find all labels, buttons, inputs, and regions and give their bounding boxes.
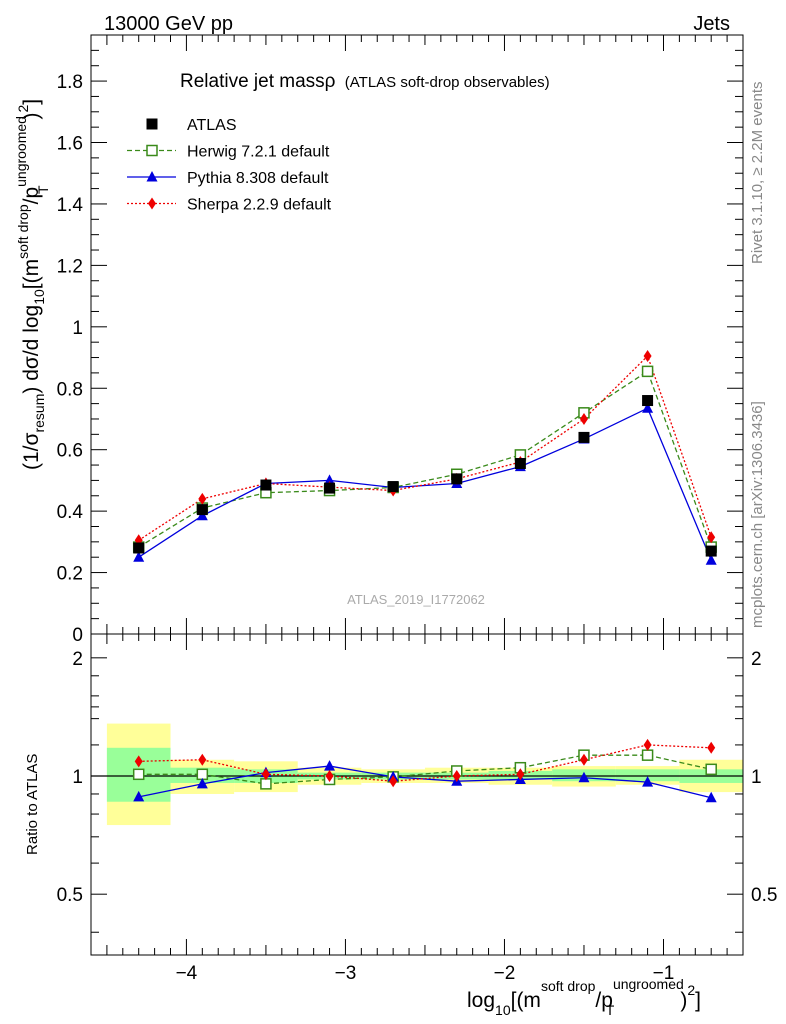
series-line-1	[138, 370, 712, 548]
ratio-point	[452, 770, 461, 783]
ratio-point	[516, 768, 525, 781]
data-point	[198, 492, 207, 505]
legend-marker	[148, 197, 156, 210]
ratio-point	[134, 755, 143, 768]
data-point	[705, 554, 717, 565]
y-tick-label: 0.2	[57, 564, 83, 585]
data-point	[641, 365, 654, 378]
ratio-point	[641, 749, 654, 761]
data-point	[514, 458, 526, 470]
ratio-y-tick-label: 0.5	[57, 885, 83, 906]
ratio-point	[324, 760, 336, 771]
y-tick-label: 0.8	[57, 379, 83, 400]
chart-title: Relative jet massρ (ATLAS soft-drop obse…	[180, 71, 550, 92]
x-tick-label: −3	[335, 963, 357, 984]
ratio-point	[260, 778, 272, 790]
data-point	[579, 412, 588, 425]
data-point	[642, 395, 654, 407]
ratio-y-tick-label-right: 2	[751, 649, 762, 670]
rivet-label: Rivet 3.1.10, ≥ 2.2M events	[749, 82, 766, 265]
data-point	[578, 431, 590, 443]
chart-title-sub: (ATLAS soft-drop observables)	[345, 74, 550, 91]
data-point	[387, 481, 399, 493]
ratio-point	[132, 768, 145, 781]
ratio-panel: 0.5 0.5 1 1 2 2 −4 −3 −2 −1	[57, 633, 777, 984]
legend-label: Sherpa 2.2.9 default	[187, 197, 332, 214]
chart-title-main: Relative jet massρ	[180, 71, 336, 92]
ratio-point	[705, 791, 717, 803]
y-tick-label: 0	[72, 625, 83, 646]
y-tick-label: 1.4	[57, 195, 84, 216]
legend-marker	[146, 171, 158, 182]
x-axis-label: log10[(msoft drop/pungroomed T)2]	[467, 976, 701, 1018]
data-point	[643, 350, 652, 363]
y-tick-label: 1	[72, 318, 83, 339]
data-point	[133, 551, 145, 562]
ratio-y-tick-label: 2	[72, 649, 83, 670]
analysis-watermark: ATLAS_2019_I1772062	[347, 592, 485, 607]
ratio-y-axis-label: Ratio to ATLAS	[24, 754, 41, 855]
y-tick-label: 0.4	[57, 502, 84, 523]
ratio-line-3	[138, 744, 712, 782]
series-line-3	[138, 354, 712, 541]
data-point	[642, 402, 654, 413]
ratio-point	[389, 775, 398, 788]
ratio-frame	[90, 633, 744, 956]
ratio-point	[579, 753, 588, 766]
y-tick-label: 1.2	[57, 256, 83, 277]
mcplots-label: mcplots.cern.ch [arXiv:1306.3436]	[749, 401, 766, 628]
legend-label: Herwig 7.2.1 default	[187, 144, 330, 161]
ratio-point	[578, 771, 590, 783]
data-point	[707, 531, 716, 544]
data-point	[260, 479, 272, 491]
data-point	[133, 542, 145, 554]
header-jets: Jets	[693, 13, 730, 35]
legend: ATLAS Herwig 7.2.1 default Pythia 8.308 de…	[127, 117, 332, 214]
legend-marker	[146, 144, 158, 157]
ratio-point	[196, 768, 209, 781]
legend-marker	[146, 118, 158, 130]
y-tick-label: 1.8	[57, 72, 83, 93]
y-tick-label: 1.6	[57, 134, 83, 155]
data-point	[451, 473, 463, 485]
legend-label: ATLAS	[187, 117, 237, 134]
data-point	[324, 474, 336, 485]
ratio-point	[705, 763, 717, 776]
ratio-y-tick-label-right: 0.5	[751, 885, 777, 906]
y-tick-label: 0.6	[57, 441, 83, 462]
ratio-point	[196, 777, 208, 789]
header-energy: 13000 GeV pp	[104, 13, 233, 35]
ratio-point	[707, 741, 716, 754]
ratio-point	[198, 753, 207, 766]
legend-label: Pythia 8.308 default	[187, 170, 329, 187]
data-point	[324, 482, 336, 494]
y-axis-label: (1/σresum) dσ/d log10[(msoft drop/pungro…	[13, 99, 51, 470]
ratio-point	[643, 738, 652, 751]
data-point	[705, 545, 717, 557]
x-tick-label: −1	[653, 963, 675, 984]
ratio-y-tick-label: 1	[72, 767, 83, 788]
ratio-point	[133, 790, 145, 802]
ratio-y-tick-label-right: 1	[751, 767, 762, 788]
ratio-band-stat	[615, 769, 680, 782]
main-panel: 0 0.2 0.4 0.6 0.8 1 1.2 1.4 1.6 1.8	[57, 34, 744, 646]
ratio-point	[261, 768, 270, 781]
data-point	[196, 504, 208, 516]
x-tick-label: −2	[494, 963, 516, 984]
ratio-point	[325, 770, 334, 783]
series-line-2	[138, 407, 712, 561]
ratio-point	[642, 776, 654, 787]
x-tick-label: −4	[176, 963, 198, 984]
